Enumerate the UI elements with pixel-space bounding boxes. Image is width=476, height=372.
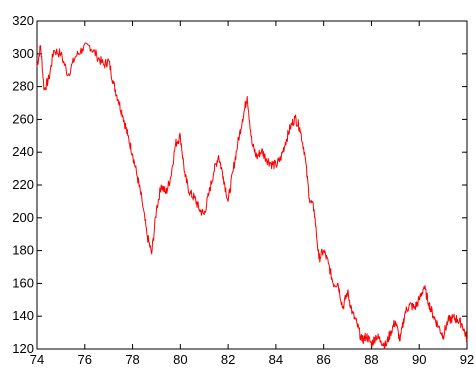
y-tick-label: 120 bbox=[12, 341, 34, 356]
x-tick-label: 86 bbox=[316, 352, 330, 367]
plot-area bbox=[36, 20, 468, 350]
y-tick-label: 300 bbox=[12, 46, 34, 61]
y-tick-label: 200 bbox=[12, 210, 34, 225]
y-tick-label: 320 bbox=[12, 13, 34, 28]
y-tick-label: 280 bbox=[12, 79, 34, 94]
x-tick-label: 90 bbox=[412, 352, 426, 367]
x-tick-label: 82 bbox=[221, 352, 235, 367]
y-tick-label: 220 bbox=[12, 177, 34, 192]
x-tick-label: 80 bbox=[173, 352, 187, 367]
x-tick-label: 84 bbox=[269, 352, 283, 367]
x-tick-label: 92 bbox=[460, 352, 474, 367]
x-axis: 74 76 78 80 82 84 86 88 90 92 bbox=[30, 21, 474, 367]
y-tick-label: 160 bbox=[12, 275, 34, 290]
series-line bbox=[36, 42, 468, 350]
y-tick-label: 180 bbox=[12, 243, 34, 258]
series-layer bbox=[36, 42, 468, 350]
x-tick-label: 74 bbox=[30, 352, 44, 367]
y-tick-label: 140 bbox=[12, 308, 34, 323]
y-axis: 120 140 160 180 200 220 240 260 280 300 320 bbox=[12, 13, 467, 356]
x-tick-label: 88 bbox=[364, 352, 378, 367]
x-tick-label: 76 bbox=[78, 352, 92, 367]
y-tick-label: 240 bbox=[12, 144, 34, 159]
y-tick-label: 260 bbox=[12, 111, 34, 126]
x-tick-label: 78 bbox=[125, 352, 139, 367]
